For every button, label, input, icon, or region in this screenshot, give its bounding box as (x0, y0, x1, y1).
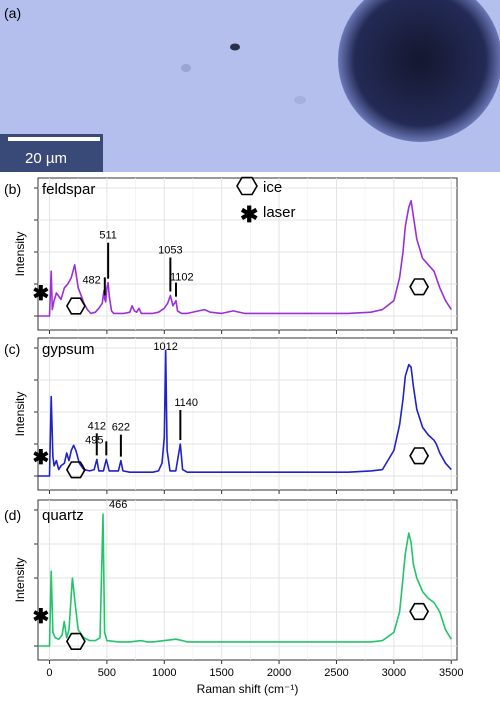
dark-spot (338, 0, 500, 142)
annotation-label: 495 (85, 434, 103, 446)
panel-label: (d) (4, 507, 21, 523)
series-line-gypsum (38, 349, 452, 477)
particle (230, 43, 240, 51)
annotation-label: 482 (82, 274, 100, 286)
plot-frame (37, 177, 458, 331)
annotation-label: 412 (88, 420, 106, 432)
x-tick-label: 1500 (209, 667, 233, 679)
panel-a-label: (a) (4, 5, 21, 21)
ice-hexagon-icon (409, 278, 430, 296)
panel-label: (b) (4, 181, 21, 197)
annotation-label: 1053 (158, 245, 182, 257)
charts: (b) feldspar Intensity 482 511 1053 1102 ✱ (c) gy… (4, 177, 464, 696)
y-axis-label: Intensity (13, 392, 27, 437)
x-axis-label: Raman shift (cm⁻¹) (197, 682, 299, 696)
scale-bar-label: 20 µm (25, 150, 67, 167)
annotation-label: 1140 (174, 397, 198, 409)
chart-panel-quartz: (d) quartz Intensity 466 ✱ 0 500 1000 1500 2000 25… (4, 499, 464, 696)
legend: ice ✱ laser (236, 176, 296, 227)
laser-asterisk-icon: ✱ (32, 447, 49, 469)
particle-faint-2 (294, 96, 306, 104)
annotation-label: 466 (109, 499, 127, 511)
x-tick-label: 0 (46, 667, 52, 679)
y-axis-label: Intensity (13, 232, 27, 277)
laser-asterisk-icon: ✱ (32, 283, 49, 305)
chart-title: feldspar (42, 181, 95, 198)
x-tick-label: 1000 (152, 667, 176, 679)
x-tick-label: 2500 (324, 667, 348, 679)
plot-frame (37, 499, 458, 661)
panel-label: (c) (4, 341, 20, 357)
particle-faint (181, 64, 191, 72)
y-axis-label: Intensity (13, 558, 27, 603)
ice-hexagon-icon (65, 461, 86, 479)
x-tick-label: 3000 (382, 667, 406, 679)
chart-panel-gypsum: (c) gypsum Intensity 412 495 622 1012 1140 ✱ (4, 337, 458, 494)
annotation-label: 622 (112, 422, 130, 434)
chart-panel-feldspar: (b) feldspar Intensity 482 511 1053 1102 ✱ (4, 177, 458, 334)
ice-hexagon-icon (409, 447, 430, 465)
chart-title: gypsum (42, 341, 95, 358)
chart-title: quartz (42, 507, 84, 524)
scale-bar (8, 137, 100, 141)
series-line-feldspar (38, 200, 452, 317)
annotation-label: 1012 (153, 341, 177, 353)
x-tick-label: 2000 (267, 667, 291, 679)
legend-hexagon-icon (236, 176, 258, 196)
x-tick-label: 500 (98, 667, 116, 679)
annotation-label: 511 (99, 230, 117, 242)
x-tick-label: 3500 (439, 667, 463, 679)
ice-hexagon-icon (65, 297, 86, 315)
ice-hexagon-icon (65, 632, 86, 651)
micrograph-panel: 20 µm (a) (0, 0, 500, 172)
legend-laser-label: laser (263, 204, 296, 221)
legend-asterisk-icon: ✱ (240, 202, 258, 227)
legend-ice-label: ice (263, 179, 282, 196)
annotation-label: 1102 (170, 272, 194, 284)
laser-asterisk-icon: ✱ (32, 606, 49, 628)
series-line-quartz (38, 513, 452, 647)
ice-hexagon-icon (409, 602, 430, 621)
